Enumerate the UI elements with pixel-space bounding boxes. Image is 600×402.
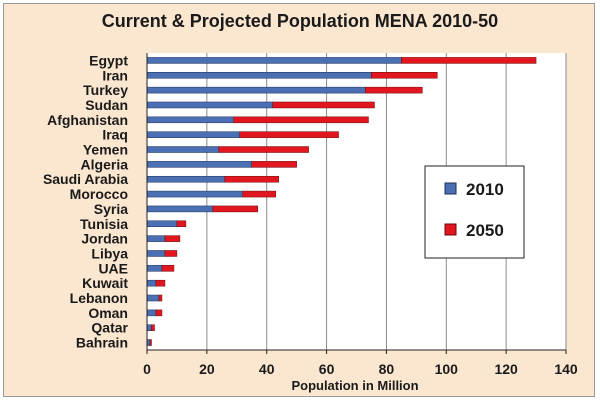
- bar-2010: [146, 146, 220, 153]
- x-tick-label: 20: [199, 361, 215, 377]
- bar-2010: [146, 309, 157, 317]
- category-label: Libya: [91, 245, 128, 261]
- bar-2010: [146, 190, 244, 198]
- legend-swatch-2010: [444, 182, 457, 195]
- legend-label-2050: 2050: [466, 221, 504, 240]
- category-label: Kuwait: [82, 275, 128, 291]
- bar-2010: [146, 279, 157, 287]
- bar-2050: [176, 220, 187, 228]
- category-label: Iraq: [102, 127, 128, 143]
- bar-2050: [155, 279, 166, 287]
- bar-2050: [242, 190, 276, 198]
- bar-2050: [239, 131, 339, 138]
- chart-title: Current & Projected Population MENA 2010…: [101, 11, 499, 31]
- x-tick-label: 140: [554, 361, 578, 377]
- bar-2010: [146, 101, 273, 109]
- bar-2010: [146, 116, 235, 124]
- x-tick-label: 60: [319, 361, 335, 377]
- x-tick-label: 80: [379, 361, 395, 377]
- category-label: Tunisia: [80, 216, 128, 232]
- bar-2050: [365, 86, 423, 94]
- bar-2050: [158, 294, 163, 302]
- bar-2010: [146, 57, 402, 64]
- bar-2050: [164, 250, 178, 257]
- bar-2010: [146, 205, 214, 213]
- bar-2050: [161, 265, 175, 272]
- bar-2010: [146, 220, 178, 228]
- category-label: Syria: [94, 201, 128, 217]
- bar-2050: [155, 309, 163, 317]
- category-label: Jordan: [81, 231, 128, 247]
- bar-2050: [401, 57, 537, 64]
- bar-2010: [146, 235, 166, 242]
- bar-2050: [371, 72, 438, 79]
- category-label: Afghanistan: [47, 112, 128, 128]
- bar-2050: [151, 324, 155, 331]
- x-tick-label: 120: [494, 361, 518, 377]
- category-label: Yemen: [83, 142, 128, 158]
- category-label: Saudi Arabia: [43, 171, 128, 187]
- category-label: Morocco: [70, 186, 128, 202]
- category-label: Lebanon: [70, 290, 128, 306]
- category-label: Oman: [88, 305, 128, 321]
- bar-2010: [146, 175, 226, 183]
- bar-2010: [146, 131, 241, 138]
- category-label: Turkey: [83, 82, 128, 98]
- bar-2050: [212, 205, 258, 213]
- x-tick-label: 100: [435, 361, 459, 377]
- bar-2010: [146, 86, 366, 94]
- bar-2050: [164, 235, 181, 242]
- x-tick-label: 40: [259, 361, 275, 377]
- legend-label-2010: 2010: [466, 180, 504, 199]
- bar-2010: [146, 250, 166, 257]
- x-tick-label: 0: [143, 361, 151, 377]
- category-label: Algeria: [81, 156, 129, 172]
- bar-2010: [146, 265, 163, 272]
- legend-box: [424, 165, 525, 259]
- category-label: Egypt: [89, 52, 128, 68]
- legend-swatch-2050: [444, 223, 457, 236]
- bar-2010: [146, 161, 252, 168]
- bar-2050: [149, 339, 152, 346]
- category-label: Iran: [102, 67, 128, 83]
- bar-2050: [233, 116, 369, 124]
- category-label: Qatar: [91, 320, 128, 336]
- x-axis-label: Population in Million: [291, 378, 418, 393]
- category-label: Sudan: [85, 97, 128, 113]
- bar-2050: [224, 175, 279, 183]
- bar-2050: [272, 101, 375, 109]
- bar-2010: [146, 294, 160, 302]
- category-label: Bahrain: [76, 335, 128, 351]
- category-label: UAE: [98, 260, 128, 276]
- bar-2050: [251, 161, 297, 168]
- bar-2010: [146, 324, 152, 331]
- bar-2050: [218, 146, 309, 153]
- bar-2010: [146, 72, 372, 79]
